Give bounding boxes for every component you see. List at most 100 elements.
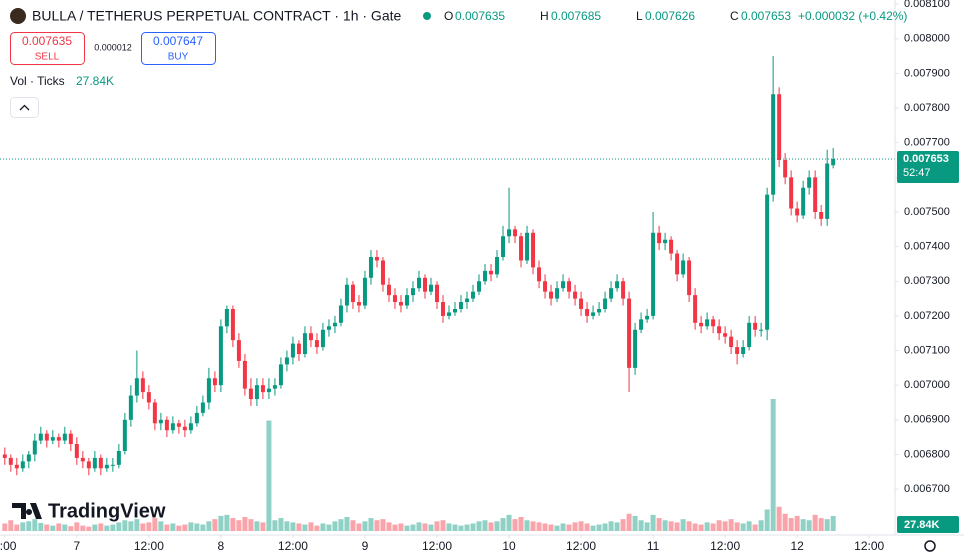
volume-bar [128, 521, 134, 531]
market-status [423, 12, 431, 20]
volume-bar [2, 523, 8, 531]
candle-body [14, 464, 19, 469]
candle-body [368, 257, 373, 278]
volume-bar [614, 522, 620, 531]
symbol-icon [10, 8, 26, 24]
volume-bar [674, 522, 680, 531]
candle-body [453, 308, 458, 313]
candle-body [332, 322, 337, 327]
volume-bar [524, 520, 530, 531]
candle-body [759, 329, 764, 331]
candle-body [579, 298, 584, 309]
volume-bar [764, 509, 770, 531]
y-tick-label: 0.007100 [904, 344, 950, 356]
candle-body [266, 388, 271, 393]
candle-body [765, 194, 770, 330]
candle-body [615, 281, 620, 289]
volume-bar [92, 524, 98, 531]
volume-bar [626, 513, 632, 531]
settings-icon[interactable] [924, 540, 936, 552]
candle-body [218, 326, 223, 386]
candle-body [56, 437, 61, 441]
ohlc-value: 0.007653 [741, 9, 791, 23]
volume-bar [422, 523, 428, 531]
spread: 0.000012 [94, 42, 132, 52]
candle-body [807, 177, 812, 188]
candle-body [38, 433, 43, 441]
candle-body [326, 326, 331, 330]
x-tick-label: 12:00 [134, 539, 164, 553]
volume-bar [722, 521, 728, 531]
y-tick-label: 0.007000 [904, 379, 950, 391]
volume-bar [242, 516, 248, 531]
volume-bar [344, 516, 350, 531]
candle-body [248, 388, 253, 400]
y-tick-label: 0.006800 [904, 448, 950, 460]
candle-body [386, 284, 391, 296]
volume-bar [194, 523, 200, 531]
candle-body [224, 308, 229, 327]
y-tick-label: 0.007200 [904, 310, 950, 322]
volume-bar [32, 519, 38, 531]
buy-button[interactable] [141, 32, 216, 65]
candle-body [489, 270, 494, 275]
volume-bar [146, 522, 152, 531]
candle-body [747, 322, 752, 348]
volume-bar [830, 516, 836, 531]
candle-body [92, 457, 97, 469]
candle-body [20, 461, 25, 469]
volume-bar [332, 521, 338, 531]
candle-body [134, 378, 139, 396]
candle-body [711, 319, 716, 327]
volume-bar [536, 522, 542, 531]
candle-body [158, 419, 163, 424]
volume-bar [56, 523, 62, 531]
volume-bar [428, 524, 434, 531]
candle-body [801, 187, 806, 216]
x-tick-label: 12:00 [854, 539, 884, 553]
candle-body [651, 232, 656, 316]
candle-body [627, 298, 632, 368]
volume-bar [602, 523, 608, 531]
candle-body [447, 312, 452, 316]
x-tick-label: 2:00 [0, 539, 17, 553]
volume-bar [260, 522, 266, 531]
volume-bar [134, 519, 140, 531]
volume-bar [560, 523, 566, 531]
volume-bar [818, 518, 824, 531]
sell-button[interactable] [10, 32, 85, 65]
volume-bar [686, 521, 692, 531]
candle-body [555, 288, 560, 299]
volume-bar [584, 523, 590, 531]
ohlc-value: 0.007626 [645, 9, 695, 23]
volume-bar [380, 519, 386, 531]
candle-body [284, 357, 289, 365]
candle-body [404, 295, 409, 306]
volume-bar [512, 519, 518, 531]
ohlc-label: H [540, 9, 549, 23]
candle-body [831, 158, 836, 166]
volume-bar [566, 524, 572, 531]
candle-body [591, 312, 596, 316]
volume-bar [548, 524, 554, 531]
volume-bar [98, 523, 104, 531]
y-tick-label: 0.006900 [904, 414, 950, 426]
volume-bar [656, 518, 662, 531]
volume-bar [464, 524, 470, 531]
candle-body [68, 433, 73, 445]
volume-bar [230, 518, 236, 531]
volume-bar [716, 520, 722, 531]
collapse-button[interactable] [10, 97, 39, 118]
x-tick-label: 12:00 [710, 539, 740, 553]
candle-body [26, 454, 31, 462]
volume-bar [86, 526, 92, 531]
candle-body [122, 419, 127, 451]
volume-bar [506, 514, 512, 531]
volume-bar [692, 523, 698, 531]
volume-bar [824, 519, 830, 531]
volume-bar [416, 522, 422, 531]
last-price-box [897, 150, 959, 183]
volume-bar [680, 519, 686, 531]
candle-body [206, 378, 211, 403]
volume-bar [746, 521, 752, 531]
